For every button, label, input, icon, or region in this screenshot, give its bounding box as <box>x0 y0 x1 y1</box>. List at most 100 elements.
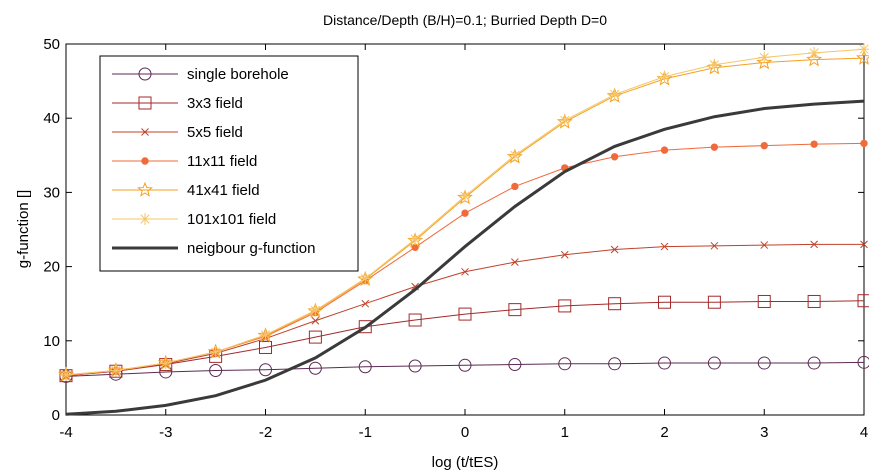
legend: single borehole 3x3 field 5x5 field 11x11 f… <box>99 55 359 272</box>
data-point <box>810 240 818 249</box>
data-point <box>660 146 669 154</box>
legend-label: 11x11 field <box>187 153 257 170</box>
data-point <box>760 141 768 150</box>
data-point <box>358 320 372 334</box>
data-point <box>806 51 823 67</box>
x-tick-label: -3 <box>159 424 172 441</box>
series-6 <box>65 99 865 416</box>
x-tick-label: -2 <box>259 424 272 441</box>
data-point <box>707 295 721 309</box>
data-point <box>658 70 671 83</box>
x-tick-label: 2 <box>660 424 668 441</box>
data-point <box>259 328 272 341</box>
data-point <box>558 299 572 313</box>
x-tick-label: 4 <box>860 424 868 441</box>
data-point <box>856 49 869 65</box>
data-point <box>810 140 818 148</box>
data-point <box>60 368 72 381</box>
legend-marker <box>138 67 152 81</box>
legend-label: 101x101 field <box>187 211 276 228</box>
data-point <box>610 153 619 161</box>
legend-item: single borehole <box>112 66 289 83</box>
data-point <box>807 356 821 370</box>
legend-item: neigbour g-function <box>112 240 315 257</box>
y-tick-label: 30 <box>43 184 60 201</box>
data-point <box>860 139 868 148</box>
legend-item: 101x101 field <box>112 211 276 228</box>
legend-label: neigbour g-function <box>187 240 315 257</box>
data-point <box>508 303 522 317</box>
data-point <box>361 299 370 308</box>
data-point <box>459 190 471 203</box>
data-point <box>209 345 222 358</box>
legend-item: 41x41 field <box>112 181 260 199</box>
data-point <box>658 356 671 370</box>
data-point <box>710 143 719 151</box>
data-point <box>708 58 721 71</box>
x-tick-label: -1 <box>359 424 372 441</box>
legend-label: single borehole <box>187 66 289 83</box>
legend-item: 3x3 field <box>112 95 243 112</box>
data-point <box>608 297 622 311</box>
data-point <box>610 245 619 254</box>
data-point <box>707 356 721 370</box>
data-point <box>159 357 172 370</box>
data-point <box>409 233 422 246</box>
data-point <box>461 267 469 276</box>
series-1 <box>59 294 869 383</box>
data-point <box>558 114 571 127</box>
data-point <box>259 363 272 377</box>
data-point <box>508 358 522 372</box>
data-point <box>461 209 469 217</box>
data-point <box>757 356 771 370</box>
x-tick-label: 3 <box>760 424 768 441</box>
chart-title: Distance/Depth (B/H)=0.1; Burried Depth … <box>323 12 607 28</box>
data-point <box>560 250 569 259</box>
legend-marker <box>141 128 149 136</box>
y-tick-label: 0 <box>52 407 60 424</box>
data-point <box>808 46 821 59</box>
x-axis-label: log (t/tES) <box>432 454 499 470</box>
legend-item: 11x11 field <box>112 153 257 170</box>
data-point <box>511 182 519 191</box>
series-5 <box>60 43 869 381</box>
data-point <box>209 363 223 377</box>
data-point <box>857 355 869 369</box>
data-point <box>608 357 622 371</box>
data-point <box>408 359 422 373</box>
data-point <box>259 340 272 354</box>
data-point <box>308 330 322 344</box>
data-point <box>311 316 320 325</box>
data-point <box>807 294 821 308</box>
series-0 <box>59 355 869 383</box>
data-point <box>309 304 322 317</box>
legend-marker <box>138 96 152 110</box>
legend-label: 3x3 field <box>187 95 243 112</box>
x-tick-label: -4 <box>59 424 72 441</box>
series-line <box>65 300 865 377</box>
y-tick-label: 40 <box>43 110 60 127</box>
data-point <box>511 258 519 267</box>
y-axis-label: g-function [] <box>15 190 32 268</box>
data-point <box>660 242 669 251</box>
legend-item: 5x5 field <box>112 124 243 141</box>
data-point <box>109 364 122 377</box>
data-point <box>756 54 773 70</box>
data-point <box>757 294 771 308</box>
data-point <box>857 294 869 308</box>
series-layer <box>58 43 869 416</box>
data-point <box>458 358 472 372</box>
data-point <box>760 241 769 249</box>
x-tick-label: 1 <box>561 424 569 441</box>
data-point <box>608 88 621 101</box>
y-tick-label: 50 <box>43 36 60 53</box>
data-point <box>458 307 472 321</box>
legend-marker <box>137 181 153 197</box>
series-line <box>65 361 865 377</box>
data-point <box>558 357 572 371</box>
y-tick-label: 20 <box>43 259 60 276</box>
data-point <box>308 361 322 375</box>
data-point <box>408 313 422 327</box>
